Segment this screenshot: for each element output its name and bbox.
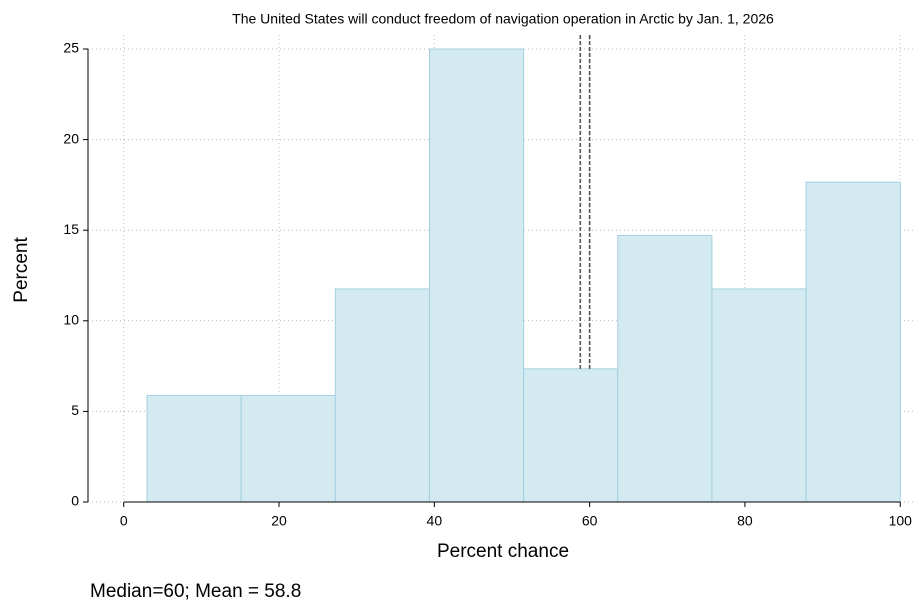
bar bbox=[428, 48, 525, 503]
y-axis-label: Percent bbox=[11, 237, 32, 303]
y-tick-label: 25 bbox=[63, 40, 79, 56]
y-tick-label: 0 bbox=[71, 493, 79, 509]
x-tick-label: 20 bbox=[271, 513, 287, 529]
bar bbox=[805, 181, 901, 503]
x-tick-label: 60 bbox=[582, 513, 598, 529]
y-tick-label: 20 bbox=[63, 130, 79, 146]
y-tick-label: 5 bbox=[71, 402, 79, 418]
chart-title: The United States will conduct freedom o… bbox=[232, 11, 774, 27]
bar bbox=[146, 394, 242, 503]
note: Median=60; Mean = 58.8 bbox=[90, 581, 301, 601]
bar bbox=[334, 288, 430, 503]
x-tick-label: 0 bbox=[120, 513, 128, 529]
x-tick-label: 100 bbox=[889, 513, 913, 529]
bar bbox=[240, 394, 336, 503]
bar bbox=[523, 368, 619, 503]
x-tick-label: 40 bbox=[427, 513, 443, 529]
y-tick-label: 15 bbox=[63, 221, 79, 237]
bar bbox=[711, 288, 807, 503]
bar bbox=[617, 234, 713, 503]
y-tick-label: 10 bbox=[63, 312, 79, 328]
x-axis-label: Percent chance bbox=[437, 541, 569, 562]
x-tick-label: 80 bbox=[737, 513, 753, 529]
